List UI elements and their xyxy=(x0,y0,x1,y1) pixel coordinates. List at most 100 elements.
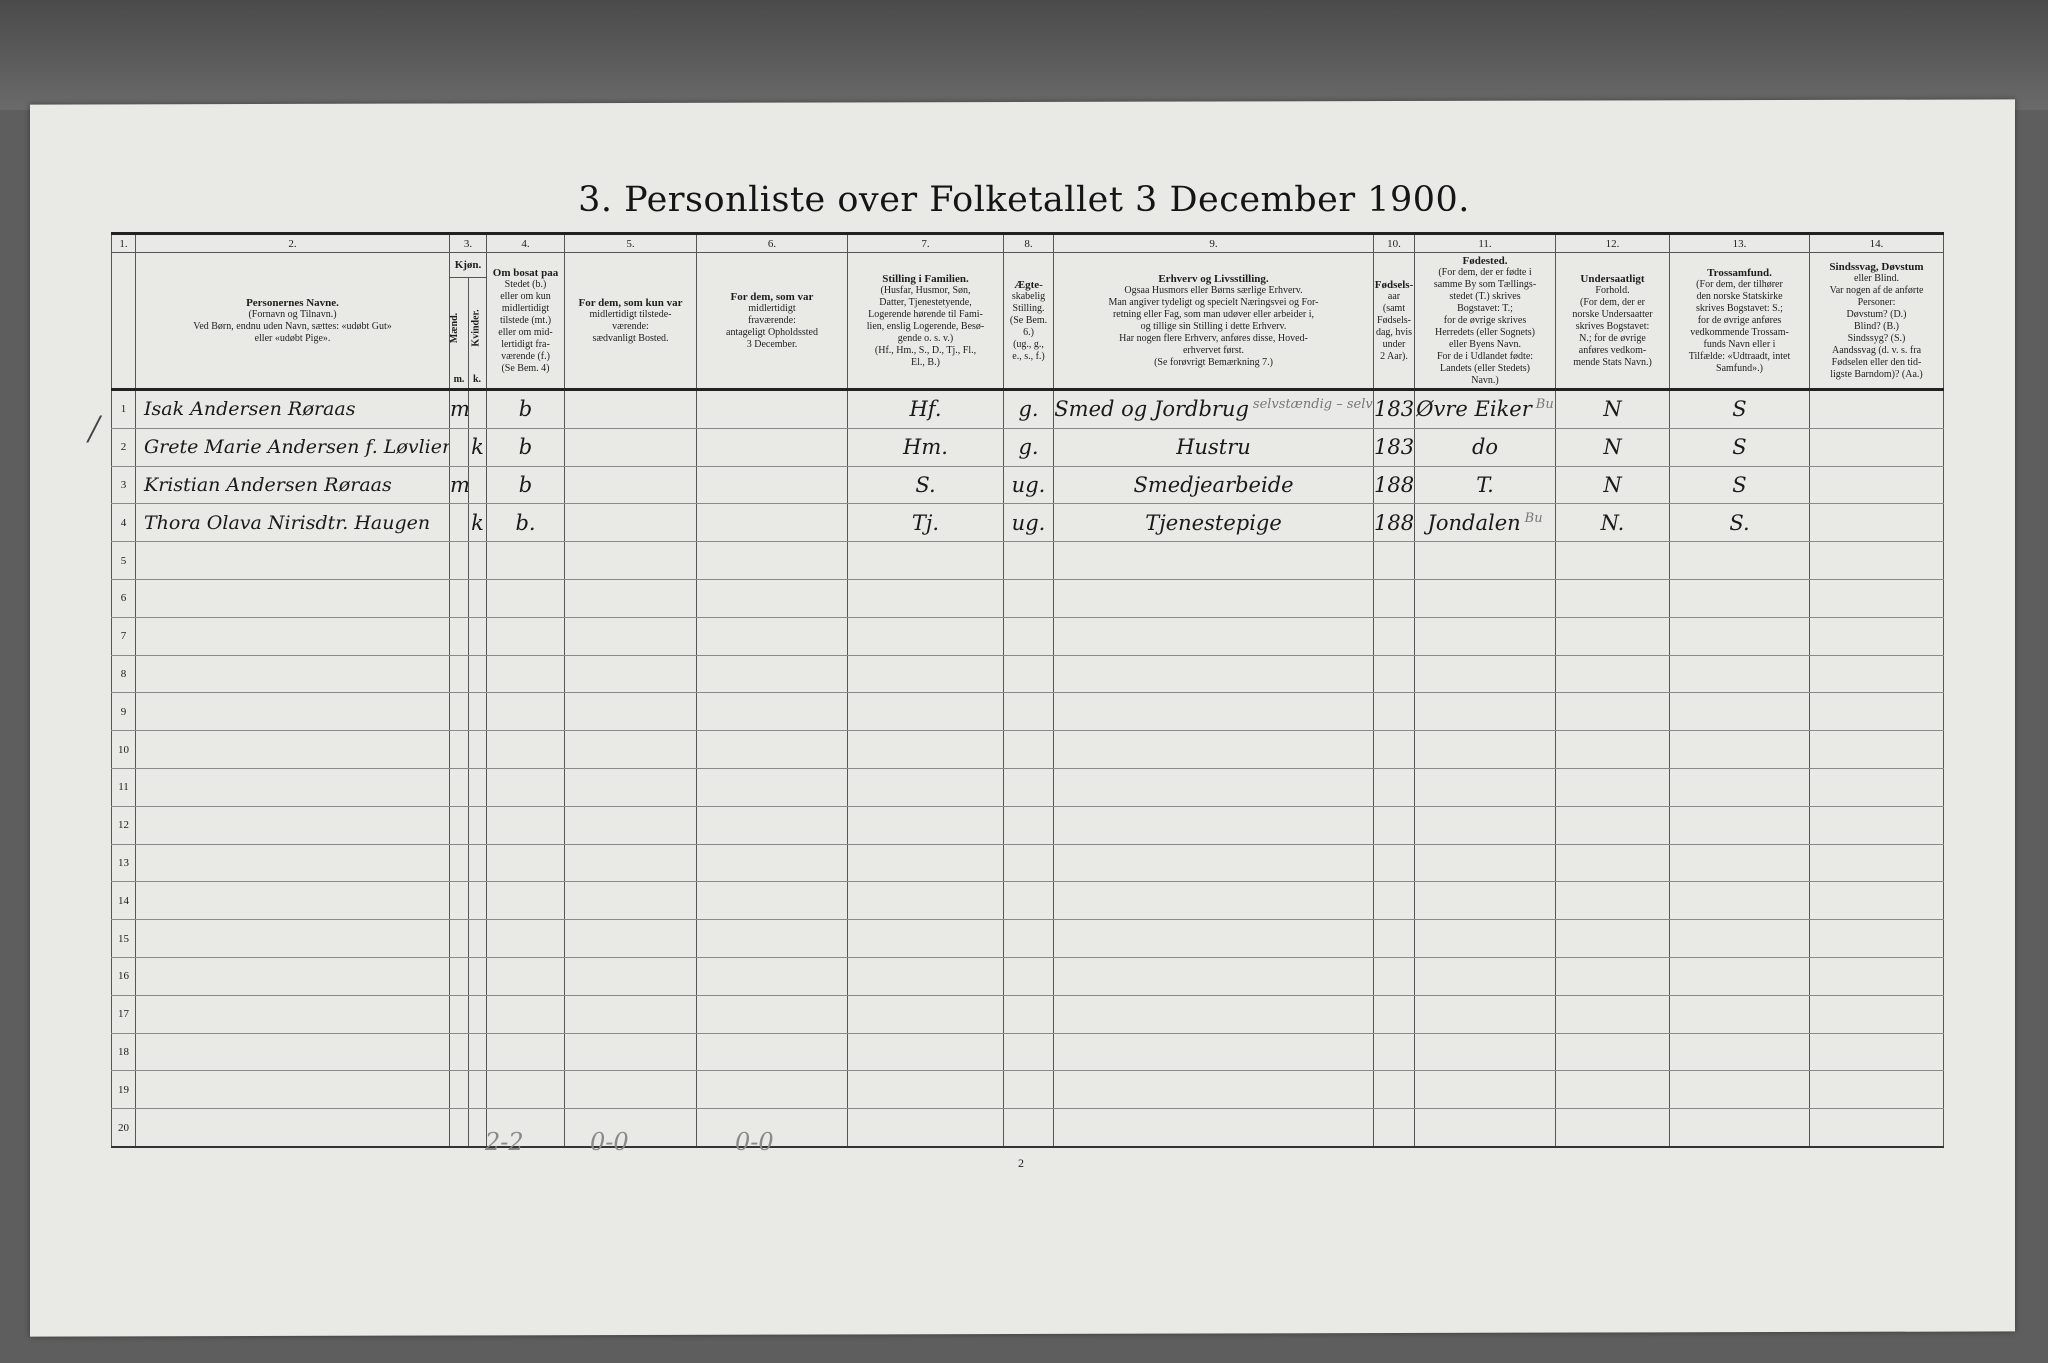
person-name xyxy=(135,730,450,769)
birthplace xyxy=(1414,768,1556,807)
citizenship: N. xyxy=(1555,503,1670,543)
person-name xyxy=(135,579,450,618)
column-number-13: 13. xyxy=(1669,233,1810,253)
family-position xyxy=(847,1070,1004,1110)
tally-3: 0-0 xyxy=(735,1128,774,1156)
disability xyxy=(1809,1108,1944,1148)
usual-residence xyxy=(564,1070,697,1110)
religion xyxy=(1669,617,1810,656)
usual-residence xyxy=(564,389,697,429)
sex-female xyxy=(468,730,487,769)
person-name xyxy=(135,768,450,807)
religion xyxy=(1669,1070,1810,1110)
person-number: 15 xyxy=(111,919,136,958)
family-position xyxy=(847,806,1004,845)
table-row: 19 xyxy=(111,1070,1944,1110)
occupation xyxy=(1053,806,1374,845)
sex-female: k xyxy=(468,503,487,543)
birth-year xyxy=(1373,881,1415,921)
birth-year xyxy=(1373,1033,1415,1072)
sex-male xyxy=(449,692,469,732)
residence-status xyxy=(486,617,565,656)
table-row: 18 xyxy=(111,1033,1944,1072)
citizenship xyxy=(1555,579,1670,618)
column-header-line: Blind? (B.) xyxy=(1854,320,1899,332)
person-name xyxy=(135,541,450,580)
column-header-line: (For dem, der tilhører xyxy=(1696,278,1783,290)
column-header-line: og tillige sin Stilling i dette Erhverv. xyxy=(1140,320,1287,332)
column-header-line: N.; for de øvrige xyxy=(1579,332,1646,344)
column-header-line: eller Byens Navn. xyxy=(1449,338,1521,350)
birthplace xyxy=(1414,655,1556,694)
religion xyxy=(1669,806,1810,845)
family-position xyxy=(847,692,1004,732)
column-header-kjon: Kjøn. Mænd. m. Kvinder. k. xyxy=(449,252,487,391)
column-header-line: For de i Udlandet fødte: xyxy=(1436,350,1534,362)
table-row: 12 xyxy=(111,806,1944,845)
column-header-line: 2 Aar). xyxy=(1380,350,1408,362)
birthplace xyxy=(1414,692,1556,732)
kjon-female-label: Kvinder. xyxy=(470,309,482,347)
usual-residence xyxy=(564,881,697,921)
column-header-line: skrives Bogstavet: S.; xyxy=(1696,302,1783,314)
column-header-line: aar xyxy=(1387,290,1401,302)
column-header-line: Bogstavet: T.; xyxy=(1457,302,1513,314)
column-number-12: 12. xyxy=(1555,233,1670,253)
usual-residence xyxy=(564,617,697,656)
column-header-line: fraværende: xyxy=(748,314,796,326)
column-header-line: (Se Bem. 4) xyxy=(501,362,550,374)
temporary-location xyxy=(696,730,848,769)
column-header-line: Sindssyg? (S.) xyxy=(1847,332,1906,344)
temporary-location xyxy=(696,503,848,543)
occupation: Hustru xyxy=(1053,428,1374,467)
person-number: 20 xyxy=(111,1108,136,1148)
column-header-6: For dem, som var midlertidigt fraværende: a… xyxy=(696,252,848,391)
column-header-line: Logerende hørende til Fami- xyxy=(868,308,983,320)
column-header-line: Landets (eller Stedets) xyxy=(1440,362,1530,374)
residence-status xyxy=(486,730,565,769)
family-position: Hm. xyxy=(847,428,1004,467)
kjon-male-column: Mænd. m. xyxy=(451,277,469,387)
column-header-line: (Hf., Hm., S., D., Tj., Fl., xyxy=(874,344,977,356)
page-number: 2 xyxy=(1018,1156,1024,1170)
occupation xyxy=(1053,1070,1374,1110)
usual-residence xyxy=(564,730,697,769)
citizenship xyxy=(1555,768,1670,807)
column-header-line: Har nogen flere Erhverv, anføres disse, … xyxy=(1119,332,1308,344)
family-position xyxy=(847,541,1004,580)
birthplace xyxy=(1414,617,1556,656)
sex-male xyxy=(449,730,469,769)
sex-female: k xyxy=(468,428,487,467)
column-header-8: Ægte-skabelig Stilling. (Se Bem. 6.) (ug., … xyxy=(1003,252,1054,391)
column-header-line: Fødested. xyxy=(1462,254,1508,267)
marital-status xyxy=(1003,655,1054,694)
occupation xyxy=(1053,768,1374,807)
birth-year: 1885 xyxy=(1373,503,1415,543)
sex-female xyxy=(468,655,487,694)
column-header-line: skrives Bogstavet: xyxy=(1575,320,1650,332)
disability xyxy=(1809,541,1944,580)
column-header-row: Personernes No.Personernes Navne.(Fornav… xyxy=(111,252,1944,391)
family-position xyxy=(847,957,1004,996)
kjon-title: Kjøn. xyxy=(450,253,486,278)
column-number-1: 1. xyxy=(111,233,136,253)
person-number: 5 xyxy=(111,541,136,580)
column-number-5: 5. xyxy=(564,233,697,253)
table-row: 11 xyxy=(111,768,1944,807)
temporary-location xyxy=(696,617,848,656)
residence-status: b xyxy=(486,428,565,467)
column-number-4: 4. xyxy=(486,233,565,253)
sex-male xyxy=(449,1108,469,1148)
birthplace xyxy=(1414,730,1556,769)
sex-female xyxy=(468,957,487,996)
table-row: 13 xyxy=(111,844,1944,883)
religion xyxy=(1669,1033,1810,1072)
column-header-line: under xyxy=(1382,338,1406,350)
column-header-13: Trossamfund. (For dem, der tilhører den no… xyxy=(1669,252,1810,391)
birthplace xyxy=(1414,919,1556,958)
column-header-line: For dem, som var xyxy=(730,290,814,303)
temporary-location xyxy=(696,806,848,845)
marital-status: g. xyxy=(1003,389,1054,429)
disability xyxy=(1809,919,1944,958)
column-header-line: retning eller Fag, som man udøver eller … xyxy=(1112,308,1315,320)
